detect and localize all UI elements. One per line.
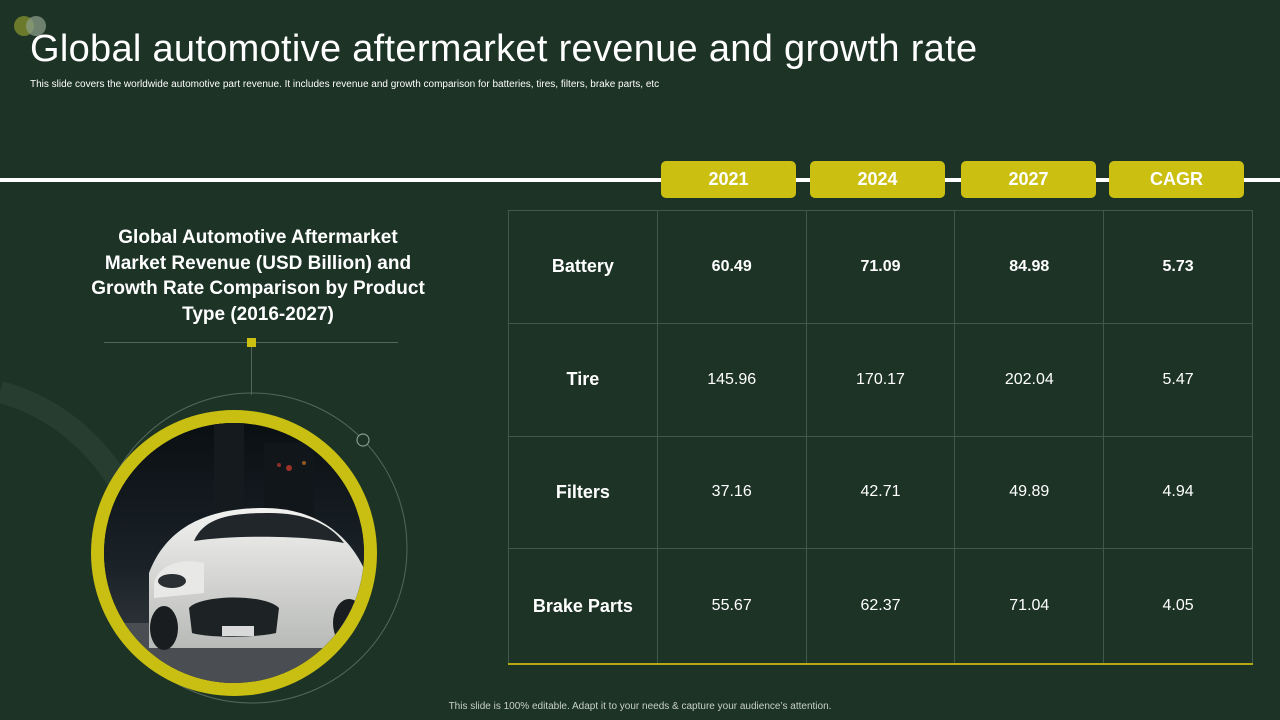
table-cell: 37.16 <box>656 435 807 550</box>
row-label: Battery <box>508 210 658 324</box>
connector-node-icon <box>356 433 370 447</box>
row-label: Filters <box>508 435 658 550</box>
header-divider <box>0 178 1280 182</box>
table-row: Tire 145.96 170.17 202.04 5.47 <box>508 322 1253 437</box>
connector-line <box>251 347 252 395</box>
table-row: Filters 37.16 42.71 49.89 4.94 <box>508 435 1253 550</box>
table-cell: 5.73 <box>1103 210 1253 324</box>
column-header-2024: 2024 <box>810 161 945 198</box>
table-cell: 71.09 <box>805 210 956 324</box>
table-cell: 145.96 <box>656 322 807 437</box>
table-cell: 170.17 <box>805 322 956 437</box>
side-panel-title: Global Automotive Aftermarket Market Rev… <box>91 227 425 325</box>
page-subtitle: This slide covers the worldwide automoti… <box>30 79 660 90</box>
table-cell: 49.89 <box>954 435 1105 550</box>
table-cell: 42.71 <box>805 435 956 550</box>
table-row: Battery 60.49 71.09 84.98 5.73 <box>508 210 1253 324</box>
row-label: Brake Parts <box>508 548 658 666</box>
two-circles-logo-icon <box>14 16 54 38</box>
revenue-table: Battery 60.49 71.09 84.98 5.73 Tire 145.… <box>508 210 1253 666</box>
table-cell: 202.04 <box>954 322 1105 437</box>
table-cell: 55.67 <box>656 548 807 666</box>
column-header-2021: 2021 <box>661 161 796 198</box>
page-title: Global automotive aftermarket revenue an… <box>30 28 978 70</box>
table-cell: 71.04 <box>954 548 1105 666</box>
column-header-2027: 2027 <box>961 161 1096 198</box>
footer-note: This slide is 100% editable. Adapt it to… <box>448 701 832 712</box>
table-cell: 84.98 <box>954 210 1105 324</box>
sports-car-photo <box>104 423 364 683</box>
connector-square-icon <box>247 338 256 347</box>
row-label: Tire <box>508 322 658 437</box>
column-header-cagr: CAGR <box>1109 161 1244 198</box>
table-cell: 5.47 <box>1103 322 1253 437</box>
table-row: Brake Parts 55.67 62.37 71.04 4.05 <box>508 548 1253 666</box>
table-cell: 4.94 <box>1103 435 1253 550</box>
table-cell: 62.37 <box>805 548 956 666</box>
table-cell: 60.49 <box>656 210 807 324</box>
table-cell: 4.05 <box>1103 548 1253 666</box>
